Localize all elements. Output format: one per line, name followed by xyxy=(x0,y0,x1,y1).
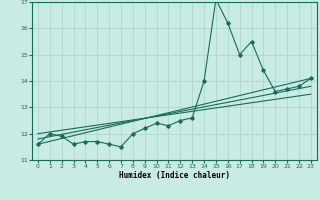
X-axis label: Humidex (Indice chaleur): Humidex (Indice chaleur) xyxy=(119,171,230,180)
